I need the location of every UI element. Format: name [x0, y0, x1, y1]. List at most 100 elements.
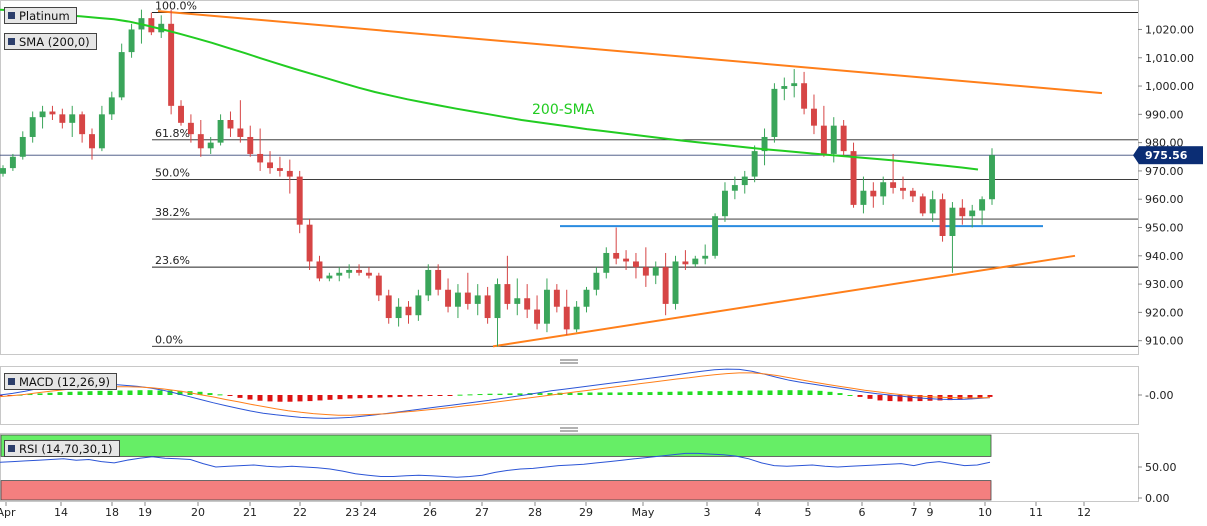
fib-level-label: 0.0%: [155, 333, 183, 346]
price-tick-label: 960.00: [1145, 193, 1184, 206]
date-tick-label: 20: [191, 506, 205, 519]
macd-histogram-bar: [327, 395, 333, 400]
candle-body: [593, 272, 600, 290]
macd-histogram-bar: [567, 392, 573, 395]
candle-body: [474, 295, 481, 304]
date-tick-label: 23 24: [345, 506, 377, 519]
macd-histogram-bar: [807, 390, 813, 395]
macd-histogram-bar: [837, 393, 843, 395]
date-tick-label: 26: [423, 506, 437, 519]
date-tick-label: 4: [755, 506, 762, 519]
macd-histogram-bar: [0, 395, 3, 396]
candle-body: [642, 267, 649, 276]
candle-body: [840, 125, 847, 152]
macd-histogram-bar: [37, 393, 43, 395]
macd-line: [0, 368, 991, 419]
candle-body: [316, 261, 323, 279]
candle-body: [712, 216, 719, 256]
fib-level-label: 61.8%: [155, 127, 190, 140]
macd-histogram-bar: [77, 391, 83, 395]
macd-histogram-bar: [277, 395, 283, 402]
candle-body: [801, 83, 808, 109]
macd-histogram-bar: [697, 391, 703, 395]
candle-body: [197, 134, 204, 149]
macd-histogram-bar: [117, 390, 123, 395]
macd-histogram-bar: [297, 395, 303, 402]
macd-legend[interactable]: MACD (12,26,9): [4, 373, 117, 390]
date-tick-label: 5: [805, 506, 812, 519]
candle-body: [118, 52, 125, 98]
macd-histogram-bar: [647, 392, 653, 395]
macd-histogram-bar: [547, 393, 553, 395]
price-tick-label: 1,010.00: [1145, 52, 1194, 65]
candle-body: [375, 275, 382, 296]
candle-body: [59, 114, 66, 123]
price-tick-label: 1,000.00: [1145, 80, 1194, 93]
macd-histogram-bar: [477, 394, 483, 396]
macd-histogram-bar: [397, 395, 403, 397]
macd-histogram-bar: [787, 390, 793, 395]
candle-body: [286, 170, 293, 177]
candle-body: [751, 151, 758, 177]
date-tick-label: 12: [1077, 506, 1091, 519]
date-tick-label: 6: [859, 506, 866, 519]
candle-body: [494, 284, 501, 319]
candle-body: [791, 83, 798, 87]
candle-body: [534, 309, 541, 324]
candle-body: [237, 128, 244, 137]
candle-body: [929, 199, 936, 214]
macd-histogram-bar: [457, 394, 463, 396]
macd-histogram-bar: [607, 392, 613, 395]
macd-histogram-bar: [307, 395, 313, 402]
candle-body: [435, 269, 442, 290]
price-tick-label: 910.00: [1145, 335, 1184, 348]
macd-histogram-bar: [157, 390, 163, 395]
macd-histogram-bar: [927, 395, 933, 401]
macd-histogram-bar: [827, 391, 833, 395]
candle-body: [890, 182, 897, 188]
macd-histogram-bar: [507, 393, 513, 395]
fib-level-label: 100.0%: [155, 0, 197, 12]
macd-histogram-bar: [357, 395, 363, 399]
candle-body: [870, 190, 877, 197]
candle-body: [603, 252, 610, 273]
price-panel-frame: [0, 0, 1139, 355]
macd-histogram-bar: [817, 390, 823, 395]
candle-body: [89, 134, 95, 149]
sma-legend[interactable]: SMA (200,0): [4, 33, 97, 50]
date-tick-label: 14: [54, 506, 68, 519]
symbol-legend[interactable]: Platinum: [4, 7, 77, 24]
date-tick-label: May: [632, 506, 655, 519]
macd-histogram-bar: [467, 394, 473, 396]
macd-histogram-bar: [87, 391, 93, 395]
candle-body: [39, 111, 46, 118]
rsi-legend[interactable]: RSI (14,70,30,1): [4, 440, 120, 457]
candle-body: [524, 298, 531, 310]
macd-histogram-bar: [417, 395, 423, 397]
candle-body: [168, 23, 175, 106]
macd-histogram-bar: [247, 395, 253, 400]
macd-histogram-bar: [197, 391, 203, 395]
macd-histogram-bar: [337, 395, 343, 400]
candle-body: [939, 199, 946, 236]
candle-body: [632, 261, 639, 268]
candle-body: [989, 155, 995, 200]
candle-body: [326, 275, 333, 279]
candle-body: [880, 182, 887, 197]
macd-histogram-bar: [747, 390, 753, 395]
macd-histogram-bar: [427, 395, 433, 396]
candle-body: [761, 136, 768, 152]
fib-level-label: 23.6%: [155, 254, 190, 267]
macd-histogram-bar: [27, 394, 33, 396]
macd-tick-label: -0.00: [1145, 389, 1173, 402]
candle-body: [909, 190, 916, 197]
candle-body: [425, 269, 432, 296]
macd-histogram-bar: [637, 392, 643, 395]
macd-histogram-bar: [887, 395, 893, 402]
macd-histogram-bar: [847, 395, 853, 396]
candle-body: [722, 190, 728, 217]
rsi-tick-label: 0.00: [1145, 492, 1170, 505]
candle-body: [613, 252, 620, 259]
price-tick-label: 930.00: [1145, 278, 1184, 291]
